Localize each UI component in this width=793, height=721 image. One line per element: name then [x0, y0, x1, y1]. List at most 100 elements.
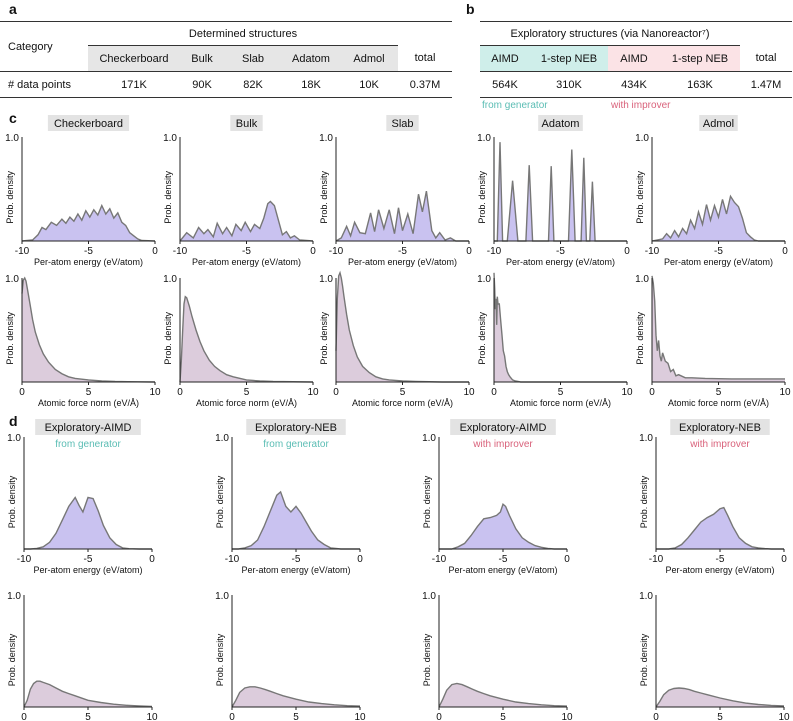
c-force-bulk-ylabel: Prob. density	[163, 312, 173, 365]
c-force-slab-xlabel: Atomic force norm (eV/Å)	[352, 398, 453, 408]
c-energy-adatom-title-bg	[538, 115, 583, 131]
d-energy-neb-imp-curve	[656, 506, 784, 550]
c-force-adatom-xtick-0: 0	[491, 387, 497, 398]
c-energy-admol-title-bg	[699, 115, 738, 131]
d-energy-neb-gen-xlabel: Per-atom energy (eV/atom)	[241, 565, 350, 575]
d-force-aimd-gen-xtick-1: 5	[85, 712, 91, 721]
c-energy-checkerboard-xtick-1: -5	[84, 246, 93, 257]
c-force-admol-xtick-2: 10	[779, 387, 791, 398]
c-energy-admol-xtick-2: 0	[782, 246, 788, 257]
d-force-neb-gen-ytick: 1.0	[215, 591, 229, 602]
c-energy-bulk-curve	[179, 200, 314, 242]
c-force-admol-xtick-0: 0	[649, 387, 655, 398]
d-energy-aimd-imp-xtick-2: 0	[564, 554, 570, 565]
d-energy-neb-gen-curve	[232, 490, 360, 550]
c-force-checkerboard-curve	[21, 276, 156, 383]
c-force-adatom-ytick: 1.0	[477, 274, 491, 285]
c-energy-slab-title-bg	[386, 115, 419, 131]
d-energy-neb-imp-title: Exploratory-NEB	[679, 422, 761, 434]
d-energy-aimd-imp-ylabel: Prob. density	[422, 475, 432, 528]
c-energy-checkerboard-curve	[21, 203, 156, 242]
c-energy-bulk-xtick-1: -5	[242, 246, 251, 257]
d-force-aimd-gen-ylabel: Prob. density	[7, 633, 17, 686]
d-energy-neb-imp-title-bg	[670, 419, 770, 435]
d-energy-neb-gen-ylabel: Prob. density	[215, 475, 225, 528]
d-energy-aimd-gen-xtick-2: 0	[149, 554, 155, 565]
d-force-aimd-gen-xtick-2: 10	[146, 712, 158, 721]
d-energy-neb-imp-area	[656, 507, 784, 549]
c-energy-checkerboard-xtick-2: 0	[152, 246, 158, 257]
d-force-aimd-imp-curve	[438, 682, 568, 708]
c-force-slab-xtick-2: 10	[463, 387, 475, 398]
c-force-admol-ytick: 1.0	[635, 274, 649, 285]
c-force-bulk-curve	[179, 295, 314, 383]
d-force-aimd-gen-curve	[23, 680, 153, 708]
d-energy-neb-imp-xtick-1: -5	[716, 554, 725, 565]
c-energy-slab-area	[336, 191, 469, 241]
c-force-slab-xtick-1: 5	[400, 387, 406, 398]
c-energy-admol-xtick-0: -10	[645, 246, 660, 257]
d-energy-neb-gen-title-bg	[246, 419, 346, 435]
d-force-neb-imp-xtick-0: 0	[653, 712, 659, 721]
d-force-neb-gen-xtick-1: 5	[293, 712, 299, 721]
c-energy-adatom-xtick-1: -5	[556, 246, 565, 257]
d-force-aimd-imp-xtick-2: 10	[561, 712, 573, 721]
d-energy-aimd-imp-title-bg	[450, 419, 556, 435]
d-force-aimd-gen-ytick: 1.0	[7, 591, 21, 602]
value-checkerboard: 171K	[88, 71, 180, 98]
col-aimd-generator: AIMD	[480, 45, 530, 72]
c-energy-adatom-xtick-0: -10	[487, 246, 502, 257]
c-energy-checkerboard-area	[22, 205, 155, 241]
c-energy-bulk-xtick-2: 0	[310, 246, 316, 257]
col-aimd-improver: AIMD	[608, 45, 660, 72]
c-energy-adatom-xlabel: Per-atom energy (eV/atom)	[506, 257, 615, 267]
d-energy-aimd-imp-ytick: 1.0	[422, 433, 436, 444]
c-force-bulk-xlabel: Atomic force norm (eV/Å)	[196, 398, 297, 408]
d-energy-aimd-imp-area	[439, 504, 567, 549]
c-energy-admol-curve	[651, 194, 785, 242]
d-energy-aimd-gen-curve	[24, 496, 152, 550]
d-energy-aimd-imp-xtick-0: -10	[432, 554, 447, 565]
c-force-admol-xlabel: Atomic force norm (eV/Å)	[668, 398, 769, 408]
c-energy-bulk-xtick-0: -10	[173, 246, 188, 257]
d-energy-neb-imp-ylabel: Prob. density	[639, 475, 649, 528]
c-force-admol-xtick-1: 5	[716, 387, 722, 398]
c-energy-checkerboard-ytick: 1.0	[5, 133, 19, 144]
col-neb-generator: 1-step NEB	[530, 45, 608, 72]
c-energy-adatom-ylabel: Prob. density	[477, 171, 487, 224]
d-energy-aimd-imp-xlabel: Per-atom energy (eV/atom)	[448, 565, 557, 575]
c-energy-checkerboard-title-bg	[47, 115, 130, 131]
c-energy-slab-curve	[335, 190, 469, 242]
col-adatom: Adatom	[282, 45, 340, 72]
value-total-exploratory: 1.47M	[740, 71, 792, 98]
d-energy-neb-imp-xtick-0: -10	[649, 554, 664, 565]
determined-group-title: Determined structures	[88, 21, 398, 46]
c-force-slab-ytick: 1.0	[319, 274, 333, 285]
c-energy-bulk-title: Bulk	[236, 118, 258, 130]
d-energy-aimd-gen-xtick-1: -5	[84, 554, 93, 565]
col-admol: Admol	[340, 45, 398, 72]
c-force-adatom-curve	[493, 272, 627, 383]
d-force-aimd-imp-ytick: 1.0	[422, 591, 436, 602]
d-force-aimd-imp-area	[439, 683, 567, 707]
c-energy-admol-xlabel: Per-atom energy (eV/atom)	[664, 257, 773, 267]
panel-a-label: a	[9, 1, 17, 17]
d-energy-aimd-gen-xtick-0: -10	[17, 554, 32, 565]
d-force-neb-imp-curve	[655, 687, 785, 708]
c-energy-adatom-xtick-2: 0	[624, 246, 630, 257]
c-energy-checkerboard-title: Checkerboard	[54, 118, 123, 130]
d-force-neb-gen-xtick-2: 10	[354, 712, 366, 721]
c-force-adatom-ylabel: Prob. density	[477, 312, 487, 365]
from-generator-note: from generator	[482, 100, 548, 111]
d-force-aimd-imp-xtick-0: 0	[436, 712, 442, 721]
value-aimd-generator: 564K	[480, 71, 530, 98]
with-improver-note: with improver	[611, 100, 671, 111]
d-energy-neb-imp-subtitle: with improver	[689, 439, 750, 450]
col-total: total	[414, 52, 436, 65]
panel-c-label: c	[9, 110, 17, 126]
value-admol: 10K	[340, 71, 398, 98]
c-energy-adatom-ytick: 1.0	[477, 133, 491, 144]
d-energy-neb-gen-xtick-2: 0	[357, 554, 363, 565]
c-energy-slab-xlabel: Per-atom energy (eV/atom)	[348, 257, 457, 267]
